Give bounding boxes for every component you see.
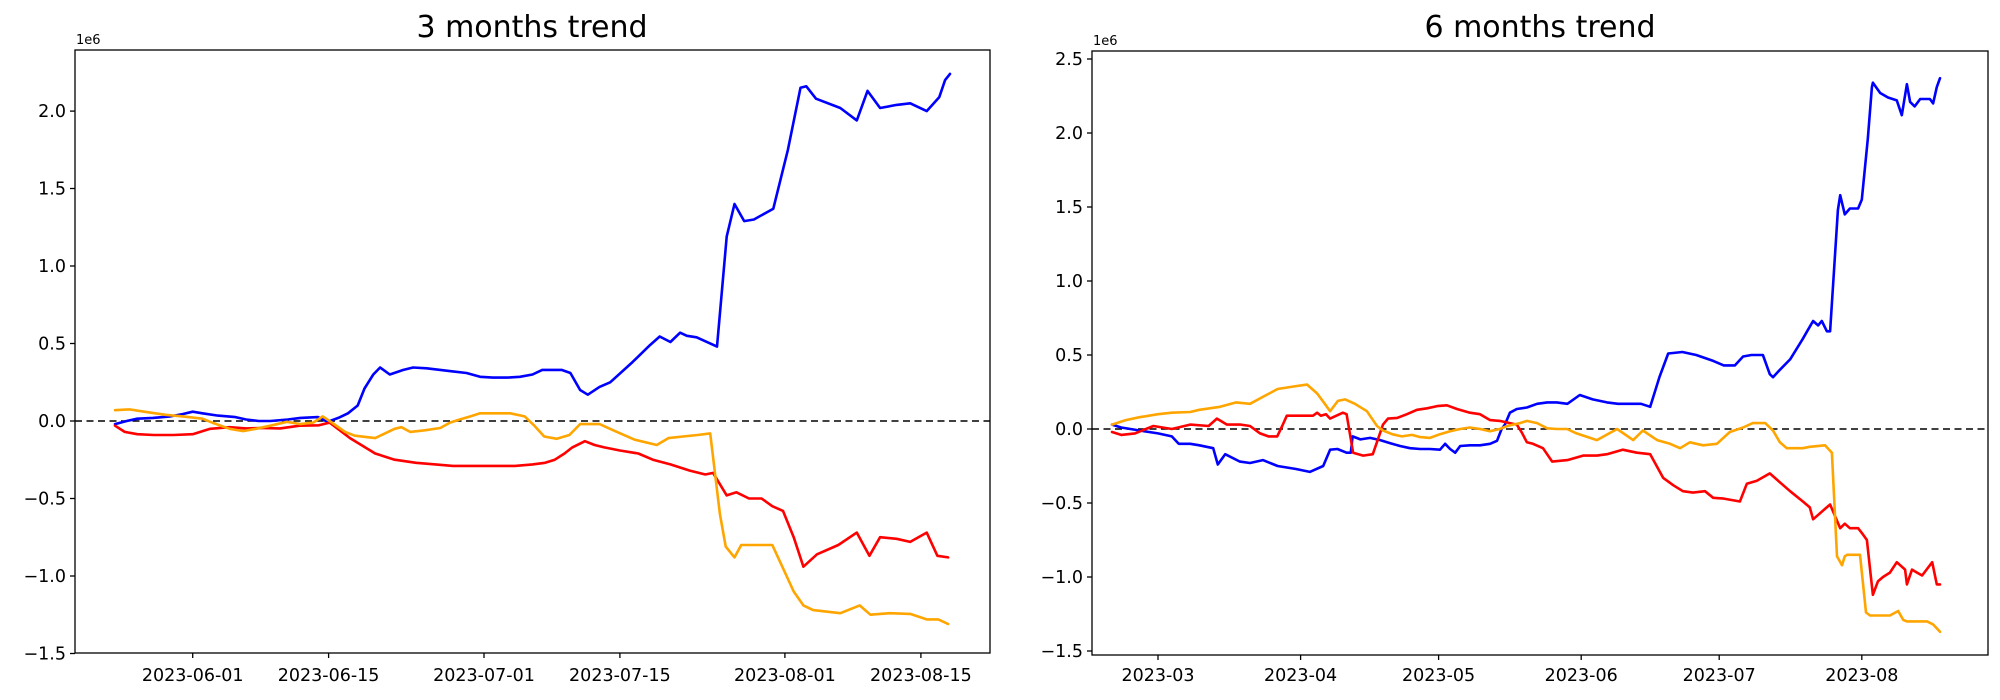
y-tick-label: −0.5 bbox=[1041, 494, 1084, 514]
x-tick-label: 2023-08 bbox=[1825, 666, 1898, 686]
chart-title-3-months: 3 months trend bbox=[416, 10, 648, 45]
x-tick-label: 2023-03 bbox=[1121, 666, 1194, 686]
y-tick-label: −1.0 bbox=[1041, 568, 1084, 588]
chart-right: 2023-03 2023-04 2023-05 2023-06 2023-07 2023-… bbox=[1041, 34, 1989, 686]
y-axis-offset-label: 1e6 bbox=[76, 33, 101, 48]
y-tick-label: 1.5 bbox=[38, 180, 66, 200]
y-tick-label: 2.0 bbox=[38, 102, 66, 122]
x-tick-label: 2023-04 bbox=[1264, 666, 1337, 686]
y-tick-label: 0.0 bbox=[1055, 420, 1083, 440]
y-tick-label: 1.5 bbox=[1055, 198, 1083, 218]
x-tick-label: 2023-08-15 bbox=[870, 666, 972, 686]
x-tick-label: 2023-07-01 bbox=[433, 666, 535, 686]
y-tick-label: −0.5 bbox=[24, 490, 67, 510]
series-line-red bbox=[1110, 403, 1942, 597]
x-tick-label: 2023-07-15 bbox=[569, 666, 671, 686]
series-line-blue bbox=[113, 72, 952, 426]
y-tick-label: 0.5 bbox=[1055, 346, 1083, 366]
x-tick-label: 2023-06-01 bbox=[142, 666, 244, 686]
chart-left: 2023-06-01 2023-06-15 2023-07-01 2023-07-15… bbox=[24, 33, 991, 686]
series-line-orange bbox=[1110, 383, 1942, 634]
x-tick-label: 2023-07 bbox=[1683, 666, 1756, 686]
plot-area bbox=[1091, 50, 1989, 656]
y-tick-label: 2.0 bbox=[1055, 124, 1083, 144]
y-tick-label: 1.0 bbox=[38, 257, 66, 277]
chart-title-6-months: 6 months trend bbox=[1424, 10, 1656, 45]
y-tick-label: −1.5 bbox=[24, 645, 67, 665]
y-tick-label: 0.0 bbox=[38, 412, 66, 432]
y-tick-label: 1.0 bbox=[1055, 272, 1083, 292]
y-axis-offset-label: 1e6 bbox=[1093, 34, 1118, 49]
y-tick-label: −1.5 bbox=[1041, 642, 1084, 662]
x-tick-label: 2023-06 bbox=[1545, 666, 1618, 686]
x-tick-label: 2023-08-01 bbox=[734, 666, 836, 686]
series-line-orange bbox=[113, 408, 950, 626]
series-line-blue bbox=[1110, 76, 1942, 474]
y-tick-label: 2.5 bbox=[1055, 50, 1083, 70]
y-tick-label: 0.5 bbox=[38, 335, 66, 355]
x-tick-label: 2023-05 bbox=[1402, 666, 1475, 686]
x-tick-label: 2023-06-15 bbox=[278, 666, 380, 686]
y-tick-label: −1.0 bbox=[24, 567, 67, 587]
plot-area bbox=[74, 49, 991, 654]
